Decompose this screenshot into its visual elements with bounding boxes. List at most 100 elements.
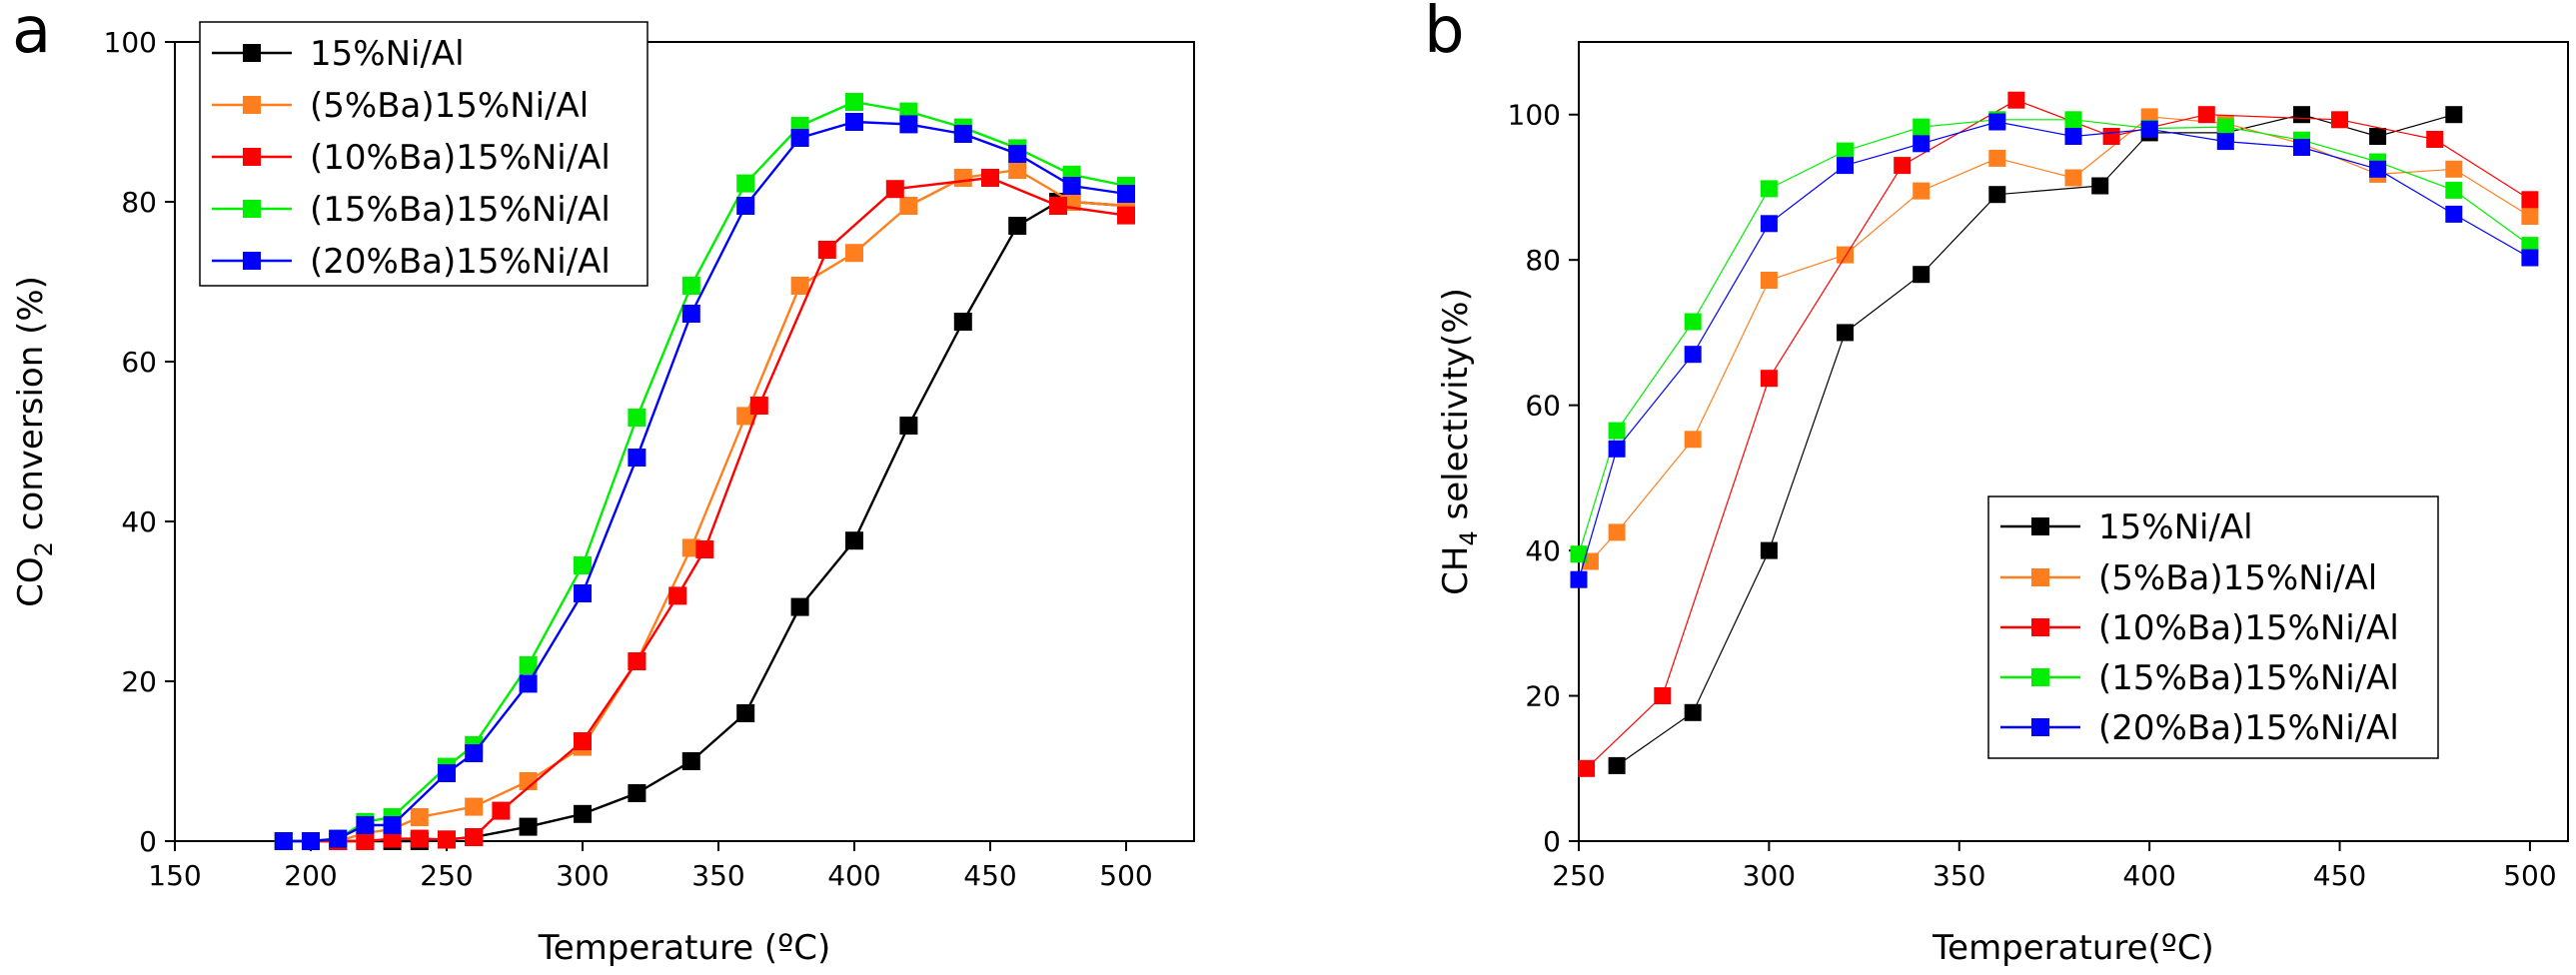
- panel-a-series-5-point-11: [681, 305, 700, 323]
- panel-a-series-5-point-19: [1117, 185, 1135, 203]
- legend-a-marker-2: [243, 96, 261, 114]
- legend-b-marker-3: [2031, 618, 2049, 636]
- panel-a-series-5-point-3: [329, 829, 348, 848]
- legend-b-marker-2: [2031, 568, 2049, 586]
- panel-a-series-2-point-15: [899, 197, 918, 215]
- panel-a-series-5-point-16: [953, 125, 972, 143]
- legend-a-marker-5: [243, 252, 261, 270]
- panel-b-x-tick-label-450: 450: [2313, 859, 2366, 892]
- panel-a-series-1-point-18: [1008, 217, 1027, 235]
- panel-b-series-5-point-10: [2216, 133, 2234, 151]
- panel-a-plot-frame: [174, 41, 1195, 842]
- panel-b-series-2: [1581, 108, 2539, 570]
- legend-a-marker-1: [243, 44, 261, 62]
- panel-a-series-3-point-8: [465, 828, 484, 846]
- legend-b-label-2: (5%Ba)15%Ni/Al: [2098, 558, 2377, 598]
- panel-a-series-1-point-17: [953, 313, 972, 331]
- panel-a-x-tick-label-450: 450: [963, 859, 1016, 892]
- panel-a-y-axis-title: CO2 conversion (%): [11, 276, 58, 607]
- legend-b-label-3: (10%Ba)15%Ni/Al: [2098, 608, 2399, 648]
- panel-a-series-5-point-13: [790, 129, 809, 147]
- panel-b-series-5-point-8: [2064, 128, 2082, 145]
- panel-a-series-4-point-12: [736, 174, 755, 193]
- panel-b-y-tick-label-0: 0: [1543, 825, 1561, 858]
- panel-a-legend-entry-5: (20%Ba)15%Ni/Al: [212, 242, 611, 282]
- panel-a-legend-entry-4: (15%Ba)15%Ni/Al: [212, 190, 611, 230]
- panel-a-series-5-point-6: [438, 764, 456, 782]
- panel-a-x-tick-label-150: 150: [148, 859, 201, 892]
- panel-a-series-4-point-10: [628, 409, 646, 427]
- panel-b-series-4-point-8: [2064, 111, 2082, 129]
- panel-b-legend-entry-2: (5%Ba)15%Ni/Al: [2000, 558, 2377, 598]
- panel-a-series-2-point-8: [519, 772, 538, 790]
- panel-a: a 150 200 250 300 350 400 450 500 0 20 40 60 80 100 T…: [11, 0, 1195, 968]
- panel-b-series-3: [1578, 91, 2539, 777]
- panel-a-series-4-point-9: [574, 556, 592, 574]
- legend-a-label-1: 15%Ni/Al: [310, 34, 465, 74]
- panel-a-series-1-point-11: [628, 784, 646, 802]
- panel-b-series-2-point-13: [2445, 160, 2463, 178]
- legend-b-marker-1: [2031, 517, 2049, 535]
- panel-a-series-4-point-11: [681, 277, 700, 295]
- panel-b-series-3-point-5: [2007, 91, 2025, 109]
- panel-a-series-4-point-14: [845, 93, 863, 111]
- panel-b-series-5-point-14: [2521, 249, 2539, 267]
- panel-a-series-5: [274, 113, 1135, 850]
- panel-b-plot-frame: [1578, 41, 2569, 842]
- panel-b-series-1-point-4: [1837, 324, 1854, 342]
- panel-b-legend-entry-5: (20%Ba)15%Ni/Al: [2000, 708, 2399, 748]
- legend-a-label-4: (15%Ba)15%Ni/Al: [310, 190, 611, 230]
- panel-a-series-1-line: [283, 200, 1127, 843]
- panel-b-y-tick-label-60: 60: [1525, 390, 1561, 423]
- panel-a-y-tick-label-40: 40: [121, 505, 157, 538]
- panel-b-y-axis-title-tail: selectivity(%): [1436, 288, 1476, 530]
- panel-b-series-1-point-6: [1988, 186, 2006, 204]
- panel-b-series-5-point-13: [2445, 205, 2463, 223]
- legend-b-marker-5: [2031, 718, 2049, 736]
- panel-a-series-3-point-13: [695, 540, 714, 558]
- panel-b-series-3-point-3: [1760, 370, 1778, 388]
- panel-a-series-5-point-2: [302, 832, 320, 850]
- panel-a-series-5-point-10: [628, 449, 646, 467]
- panel-b-series-2-point-2: [1608, 523, 1626, 541]
- legend-b-marker-4: [2031, 668, 2049, 686]
- panel-b-series-4-point-10: [2216, 118, 2234, 136]
- panel-a-series-5-point-1: [274, 832, 293, 850]
- panel-b-x-tick-label-300: 300: [1743, 859, 1796, 892]
- panel-a-series-5-point-4: [356, 816, 375, 834]
- panel-a-series-5-point-9: [574, 584, 592, 602]
- panel-a-series-5-point-14: [845, 113, 863, 131]
- panel-a-y-tick-label-100: 100: [104, 26, 157, 59]
- panel-a-series-5-point-18: [1062, 177, 1081, 195]
- panel-a-y-tick-label-60: 60: [121, 346, 157, 379]
- panel-a-x-tick-label-350: 350: [691, 859, 744, 892]
- panel-b-series-5-line: [1578, 121, 2531, 580]
- panel-b-legend-entry-1: 15%Ni/Al: [2000, 507, 2253, 547]
- panel-a-x-tick-label-500: 500: [1099, 859, 1152, 892]
- panel-a-series-3-point-5: [383, 829, 402, 848]
- panel-b-legend: 15%Ni/Al (5%Ba)15%Ni/Al (10%Ba)15%Ni/Al …: [1987, 495, 2439, 759]
- panel-b-series-4-point-1: [1570, 545, 1588, 563]
- panel-b-series-5-point-5: [1837, 157, 1854, 175]
- panel-b-series-2-point-7: [1988, 149, 2006, 167]
- legend-a-label-3: (10%Ba)15%Ni/Al: [310, 138, 611, 178]
- panel-a-x-tick-label-250: 250: [420, 859, 473, 892]
- panel-a-series-3-point-16: [885, 180, 904, 199]
- panel-b-series-1-point-5: [1913, 266, 1931, 284]
- panel-b-series-5-point-11: [2293, 139, 2310, 156]
- panel-b-series-3-line: [1586, 99, 2531, 769]
- panel-a-series-1-point-10: [574, 804, 592, 823]
- panel-a-series-5-point-8: [519, 674, 538, 693]
- panel-b-y-tick-label-80: 80: [1525, 244, 1561, 277]
- panel-b-series-3-point-6: [2102, 128, 2120, 145]
- panel-b-series-4-point-3: [1684, 313, 1702, 331]
- panel-b-series-1-point-2: [1684, 703, 1702, 721]
- panel-a-series-3-point-14: [749, 397, 768, 415]
- legend-a-label-2: (5%Ba)15%Ni/Al: [310, 86, 589, 126]
- panel-b-x-tick-label-250: 250: [1552, 859, 1605, 892]
- legend-b-label-5: (20%Ba)15%Ni/Al: [2098, 708, 2399, 748]
- panel-b-series-2-point-8: [2064, 169, 2082, 187]
- legend-a-marker-4: [243, 200, 261, 218]
- panel-b-legend-entry-4: (15%Ba)15%Ni/Al: [2000, 658, 2399, 698]
- panel-b-series-5-point-4: [1760, 215, 1778, 233]
